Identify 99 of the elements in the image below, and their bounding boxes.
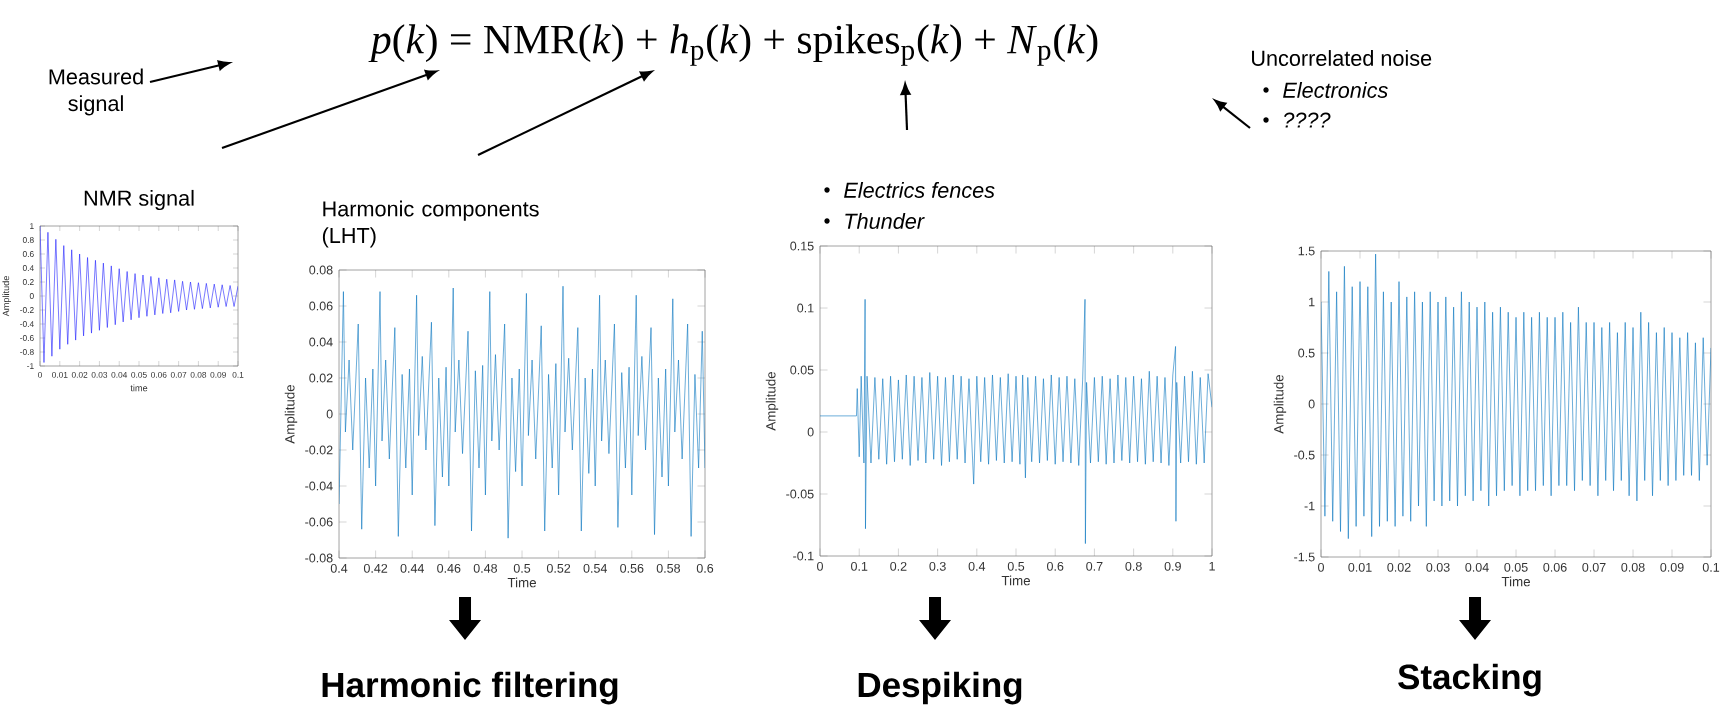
y-tick-label: -0.8 — [20, 349, 34, 355]
line-series — [339, 285, 706, 539]
y-axis-title: Amplitude — [284, 384, 298, 444]
chart-title: Harmonic components (LHT) — [322, 200, 539, 248]
y-tick-label: -0.2 — [20, 307, 34, 313]
x-tick-label: 0.07 — [170, 371, 187, 378]
y-axis-title: Amplitude — [1273, 374, 1287, 434]
y-tick-label: -1.5 — [1294, 552, 1315, 562]
text: Uncorrelated noise — [1252, 50, 1432, 66]
y-tick-label: 0.5 — [1298, 348, 1315, 358]
x-tick-label: 0.06 — [151, 371, 167, 378]
x-tick-label: 0.5 — [1007, 561, 1025, 571]
x-tick-label: 0.1 — [232, 371, 244, 378]
x-tick-label: 0.1 — [1702, 562, 1720, 572]
y-tick-label: 0.1 — [797, 303, 814, 313]
x-tick-label: 0 — [817, 561, 823, 571]
y-tick-label: 0 — [29, 293, 34, 299]
chart-title: NMR signal — [84, 189, 194, 211]
y-tick-label: 0.4 — [22, 265, 34, 271]
x-tick-label: 0.08 — [190, 371, 207, 378]
y-tick-label: 1.5 — [1298, 246, 1315, 256]
x-tick-label: 0.03 — [1426, 562, 1450, 572]
x-tick-label: 0.01 — [1348, 562, 1372, 572]
x-tick-label: 0.07 — [1582, 562, 1606, 572]
x-axis-title: Time — [1501, 576, 1530, 587]
text: Stacking — [1398, 663, 1541, 697]
text: Electronics — [1283, 82, 1388, 98]
y-tick-label: -0.05 — [786, 489, 814, 499]
text: Thunder — [845, 213, 925, 229]
x-tick-label: 0.2 — [890, 561, 907, 571]
x-tick-label: 0.04 — [1465, 562, 1489, 572]
x-tick-label: 0.54 — [583, 563, 608, 573]
x-tick-label: 0.6 — [696, 563, 714, 573]
x-tick-label: 0.4 — [968, 561, 986, 571]
line-series — [1321, 253, 1712, 539]
x-tick-label: 0 — [38, 371, 43, 378]
x-tick-label: 0.06 — [1543, 562, 1567, 572]
x-tick-label: 0.8 — [1125, 561, 1142, 571]
x-tick-label: 0.09 — [210, 371, 226, 378]
y-tick-label: -0.08 — [305, 553, 333, 563]
x-tick-label: 0.09 — [1660, 562, 1684, 572]
y-tick-label: 0 — [1308, 399, 1315, 409]
y-tick-label: -1 — [27, 363, 34, 369]
y-tick-label: 0 — [326, 409, 333, 419]
x-axis-title: Time — [1001, 575, 1030, 586]
x-tick-label: 0.44 — [400, 563, 425, 573]
y-tick-label: 0.6 — [22, 251, 34, 257]
x-tick-label: 0 — [1318, 562, 1324, 572]
text: Despiking — [858, 671, 1022, 705]
x-tick-label: 0.42 — [363, 563, 388, 573]
y-tick-label: 0.06 — [309, 301, 333, 311]
x-tick-label: 0.6 — [1047, 561, 1064, 571]
x-axis-title: time — [130, 384, 148, 392]
x-tick-label: 0.08 — [1621, 562, 1645, 572]
x-tick-label: 0.03 — [91, 371, 108, 378]
y-tick-label: -0.6 — [20, 335, 34, 341]
x-tick-label: 0.5 — [513, 563, 531, 573]
y-tick-label: -0.1 — [793, 551, 814, 561]
y-tick-label: 0.04 — [309, 337, 333, 347]
line-series — [820, 299, 1213, 544]
y-tick-label: 0 — [807, 427, 814, 437]
y-tick-label: 1 — [30, 223, 34, 229]
text: Harmonic filtering — [322, 671, 618, 705]
y-tick-label: -0.4 — [20, 321, 34, 327]
y-tick-label: 0.8 — [22, 237, 34, 243]
y-axis-title: Amplitude — [2, 276, 11, 317]
x-tick-label: 0.04 — [111, 371, 128, 378]
y-tick-label: -0.5 — [1294, 450, 1315, 460]
x-tick-label: 0.05 — [1504, 562, 1528, 572]
x-tick-label: 0.56 — [620, 563, 644, 573]
text: p(k) = NMR(k) + h$_{p}$(k) + spikes$_{p}$(k) + N$_{p}$(k) — [368, 24, 1098, 66]
x-tick-label: 0.48 — [473, 563, 498, 573]
y-tick-label: 0.2 — [22, 279, 34, 285]
y-tick-label: -0.06 — [305, 517, 333, 527]
y-tick-label: -0.04 — [305, 481, 333, 491]
x-tick-label: 0.3 — [929, 561, 946, 571]
x-tick-label: 0.1 — [851, 561, 868, 571]
y-tick-label: -0.02 — [305, 445, 333, 455]
text: ???? — [1284, 112, 1331, 128]
y-tick-label: 0.15 — [790, 241, 814, 251]
x-tick-label: 0.05 — [131, 371, 147, 378]
x-tick-label: 0.4 — [330, 563, 348, 573]
text: Electrics fences — [844, 182, 995, 198]
x-tick-label: 0.9 — [1164, 561, 1181, 571]
x-tick-label: 0.58 — [656, 563, 681, 573]
y-tick-label: -1 — [1304, 501, 1315, 511]
y-tick-label: 1 — [1309, 297, 1315, 307]
x-tick-label: 0.02 — [1387, 562, 1411, 572]
x-tick-label: 0.52 — [546, 563, 571, 573]
line-series — [40, 226, 239, 363]
x-tick-label: 0.7 — [1086, 561, 1103, 571]
y-tick-label: 0.08 — [309, 265, 333, 275]
x-axis-title: Time — [507, 577, 536, 588]
x-tick-label: 0.02 — [71, 371, 88, 378]
text: Measured signal — [49, 68, 143, 116]
x-tick-label: 0.46 — [437, 563, 461, 573]
y-axis-title: Amplitude — [765, 371, 779, 431]
x-tick-label: 1 — [1209, 561, 1215, 571]
x-tick-label: 0.01 — [52, 371, 68, 378]
